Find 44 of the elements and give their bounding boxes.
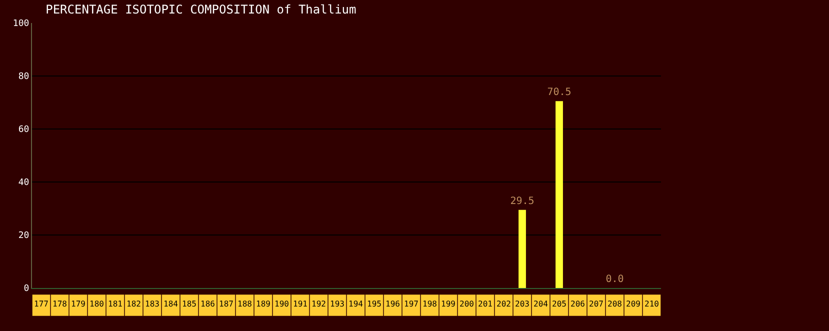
x-tick-label: 206 <box>570 300 586 309</box>
x-tick-label: 181 <box>108 300 123 309</box>
x-tick-label: 195 <box>367 300 382 309</box>
x-tick-label: 193 <box>330 300 345 309</box>
x-tick-label: 185 <box>182 300 197 309</box>
x-tick-label: 198 <box>422 300 438 309</box>
y-tick-label: 40 <box>18 178 30 188</box>
x-tick-label: 210 <box>644 300 660 309</box>
data-label: 0.0 <box>606 274 624 285</box>
x-tick-label: 187 <box>219 300 234 309</box>
x-tick-label: 207 <box>589 300 604 309</box>
data-label: 29.5 <box>510 196 534 207</box>
x-tick-label: 186 <box>200 300 216 309</box>
x-tick-label: 209 <box>626 300 641 309</box>
x-tick-label: 208 <box>608 300 622 309</box>
y-tick-label: 60 <box>18 125 30 136</box>
x-tick-label: 190 <box>274 300 290 309</box>
x-tick-label: 205 <box>552 300 567 309</box>
x-tick-label: 178 <box>52 300 68 309</box>
x-tick-label: 203 <box>515 300 530 309</box>
x-tick-label: 192 <box>312 300 326 309</box>
x-tick-label: 201 <box>478 300 493 309</box>
x-tick-label: 197 <box>404 300 419 309</box>
x-tick-label: 194 <box>348 300 364 309</box>
x-tick-label: 199 <box>441 300 456 309</box>
x-tick-label: 191 <box>293 300 308 309</box>
x-tick-label: 183 <box>145 300 160 309</box>
y-tick-label: 80 <box>18 72 30 82</box>
y-tick-label: 20 <box>18 231 30 242</box>
x-tick-label: 188 <box>238 300 252 309</box>
x-tick-label: 182 <box>126 300 142 309</box>
x-tick-label: 177 <box>34 300 49 309</box>
chart-title: PERCENTAGE ISOTOPIC COMPOSITION of Thallium <box>46 2 356 16</box>
x-tick-label: 184 <box>164 300 178 309</box>
y-tick-label: 0 <box>24 284 30 294</box>
x-tick-label: 179 <box>71 300 86 309</box>
y-tick-label: 100 <box>12 19 30 30</box>
x-tick-label: 196 <box>386 300 400 309</box>
data-label: 70.5 <box>547 87 572 98</box>
x-tick-label: 189 <box>256 300 271 309</box>
x-tick-label: 204 <box>534 300 548 309</box>
x-tick-label: 200 <box>460 300 474 309</box>
x-tick-label: 180 <box>90 300 104 309</box>
x-tick-label: 202 <box>496 300 512 309</box>
